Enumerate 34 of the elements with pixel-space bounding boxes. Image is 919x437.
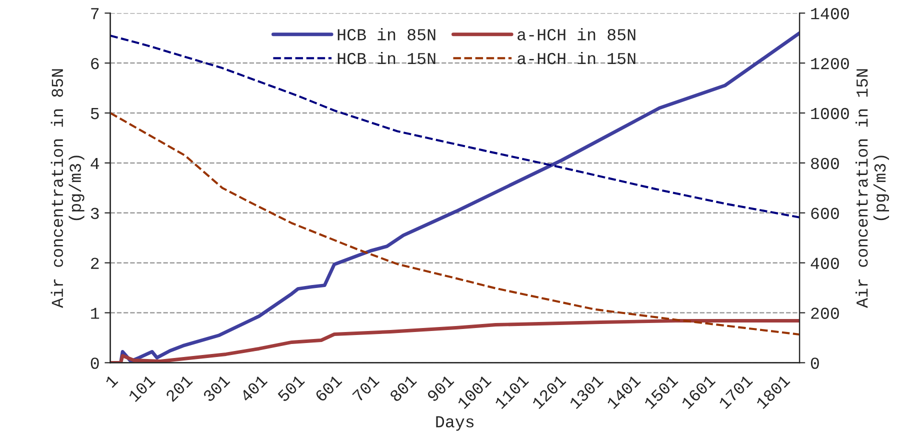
y-tick-label: 0	[90, 358, 99, 369]
x-tick-label: 901	[426, 374, 454, 402]
y-tick-label: 1	[91, 308, 100, 319]
x-tick-label: 801	[389, 374, 418, 402]
x-tick-label: 101	[128, 374, 156, 402]
y2-tick-label: 400	[810, 258, 839, 270]
y2-axis-title: Air concentration in 15N (pg/m3)	[856, 69, 889, 308]
legend-label: HCB in 15N	[338, 52, 436, 64]
y-tick-label: 4	[90, 158, 100, 169]
y2-tick-label: 1400	[811, 8, 849, 20]
y-tick-label: 5	[90, 108, 99, 120]
y2-tick-label: 0	[810, 358, 819, 369]
y-axis-title: Air concentration in 85N (pg/m3)	[50, 69, 84, 308]
x-tick-label: 701	[352, 374, 380, 402]
x-tick-label: 501	[277, 374, 306, 402]
y-tick-label: 7	[91, 8, 99, 20]
x-axis-title: Days	[436, 416, 474, 431]
legend-label: a-HCH in 85N	[518, 28, 636, 40]
x-tick-label: 601	[314, 374, 342, 402]
y-tick-label: 6	[91, 58, 99, 70]
x-tick-label: 301	[202, 374, 230, 402]
x-tick-label: 201	[165, 374, 194, 402]
y-tick-label: 3	[90, 208, 99, 220]
y2-tick-label: 800	[811, 158, 839, 170]
y-tick-label: 2	[91, 258, 99, 269]
x-tick-label: 1	[104, 374, 118, 388]
legend-label: a-HCH in 15N	[518, 52, 636, 64]
y2-tick-label: 1000	[811, 108, 849, 120]
x-tick-label: 401	[240, 374, 268, 402]
line-series	[110, 112, 800, 336]
y2-tick-label: 200	[811, 308, 839, 319]
legend-label: HCB in 85N	[338, 28, 436, 40]
y2-tick-label: 1200	[811, 58, 849, 70]
y2-tick-label: 600	[811, 208, 839, 220]
